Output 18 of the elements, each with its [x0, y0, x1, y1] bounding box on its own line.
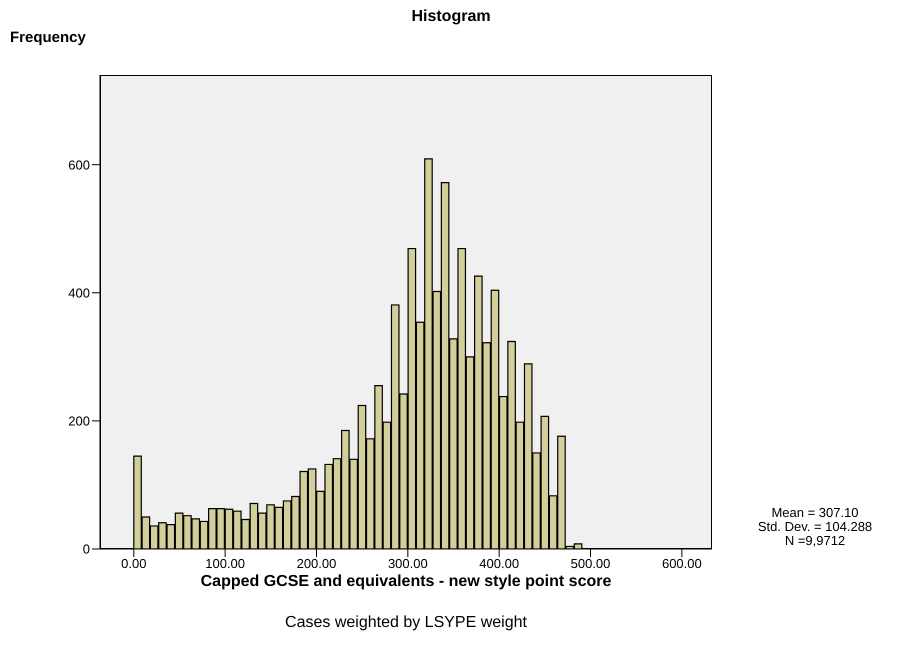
x-tick-label: 400.00	[479, 556, 520, 572]
x-tick-label: 200.00	[296, 556, 336, 572]
x-axis-title: Capped GCSE and equivalents - new style point score	[200, 573, 612, 591]
text: Std. Dev. = 104.288	[756, 519, 874, 534]
x-tick-label: 300.00	[388, 556, 428, 572]
x-tick-label: 0.00	[121, 556, 146, 572]
text: Cases weighted by LSYPE weight	[284, 614, 528, 632]
x-tick-label: 500.00	[570, 556, 610, 572]
text: Mean = 307.10	[770, 505, 860, 520]
y-tick-label: 600	[68, 157, 90, 172]
chart-title: Histogram	[410, 8, 492, 26]
text: N =9,9712	[784, 533, 846, 548]
y-axis-title: Frequency	[10, 29, 86, 46]
y-tick-label: 0	[82, 542, 90, 557]
y-tick-label: 400	[68, 285, 90, 300]
x-tick-label: 100.00	[205, 556, 246, 572]
y-tick-label: 200	[68, 414, 90, 429]
x-tick-label: 600.00	[662, 556, 702, 572]
